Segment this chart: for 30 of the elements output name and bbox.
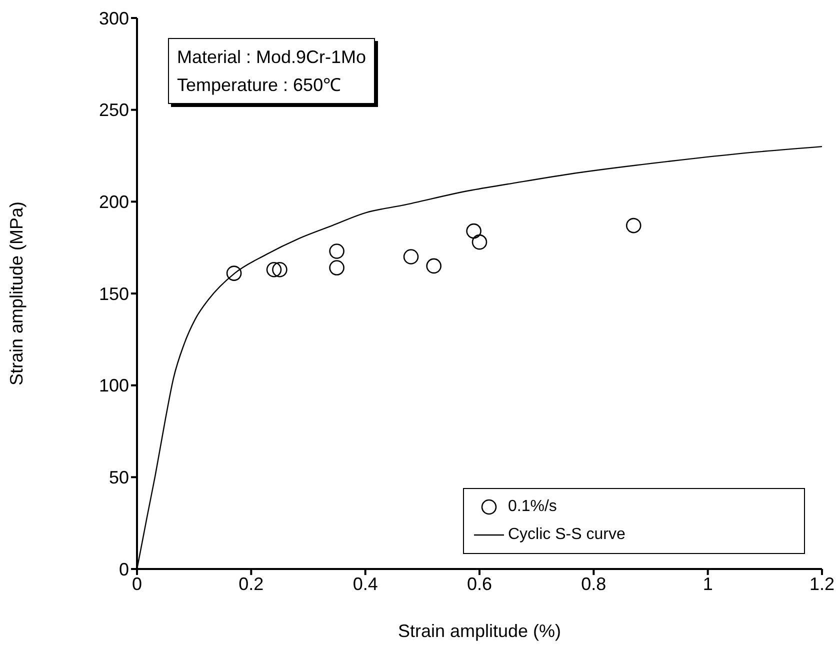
point bbox=[272, 262, 288, 278]
x-tick-label: 0.2 bbox=[238, 574, 264, 594]
point bbox=[226, 266, 242, 281]
y-tick-label: 200 bbox=[98, 192, 129, 212]
x-tick-label: 0.6 bbox=[466, 574, 492, 594]
y-tick-label: 250 bbox=[98, 100, 129, 120]
x-tick-label: 1 bbox=[702, 574, 713, 594]
point bbox=[626, 218, 642, 234]
point bbox=[329, 244, 344, 259]
point bbox=[266, 262, 282, 278]
y-tick-label: 50 bbox=[108, 468, 129, 488]
y-tick-label: 150 bbox=[98, 284, 129, 304]
y-tick-label: 0 bbox=[118, 559, 129, 580]
x-tick-label: 0.4 bbox=[352, 574, 378, 594]
x-tick-label: 0.8 bbox=[581, 574, 606, 594]
point bbox=[426, 258, 442, 274]
legend-label: Cyclic S-S curve bbox=[508, 526, 626, 544]
x-tick-label: 1.2 bbox=[809, 574, 835, 594]
legend-label: 0.1%/s bbox=[508, 498, 557, 516]
x-tick-label: 0 bbox=[132, 574, 142, 594]
annotation: Temperature : 650℃ bbox=[177, 74, 342, 97]
point bbox=[466, 223, 482, 239]
point bbox=[403, 249, 419, 264]
x-axis-title: Strain amplitude (%) bbox=[398, 621, 562, 641]
point bbox=[472, 234, 488, 250]
y-axis-title: Strain amplitude (MPa) bbox=[6, 201, 26, 386]
y-tick-label: 100 bbox=[98, 376, 129, 396]
y-tick-label: 300 bbox=[98, 8, 129, 28]
annotation: Material : Mod.9Cr-1Mo bbox=[177, 46, 366, 69]
point bbox=[329, 260, 344, 276]
